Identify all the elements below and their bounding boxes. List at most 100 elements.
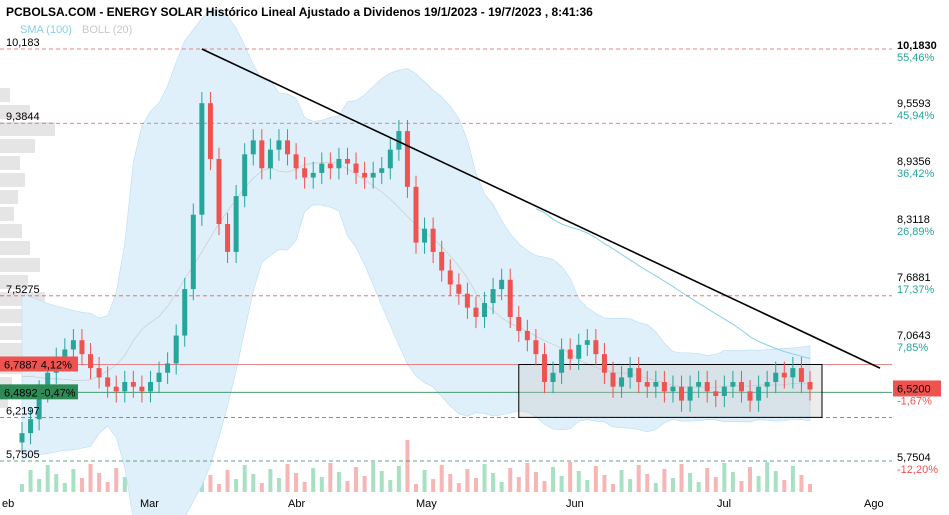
- profile-bar: [0, 190, 18, 204]
- candle-body: [584, 340, 590, 345]
- y-tick-pct: 36,42%: [897, 168, 935, 180]
- volume-bar: [414, 484, 418, 492]
- volume-bar: [302, 482, 307, 492]
- candle-body: [267, 149, 273, 169]
- volume-bar: [294, 473, 299, 492]
- candle-body: [293, 154, 299, 169]
- candle-body: [593, 340, 599, 355]
- candlesticks: [19, 92, 813, 454]
- candle-body: [96, 368, 102, 378]
- volume-bar: [465, 469, 470, 492]
- candle-body: [661, 382, 667, 392]
- volume-bar: [611, 484, 615, 492]
- volume-bar: [542, 481, 547, 492]
- candle-body: [430, 228, 436, 252]
- x-tick-label: Jun: [566, 498, 584, 510]
- y-tick-label: 7,0643: [897, 330, 931, 342]
- volume-bar: [234, 479, 239, 492]
- y-tick-label: 5,7504: [897, 452, 931, 464]
- volume-bar: [782, 480, 787, 492]
- volume-bar: [62, 483, 67, 492]
- volume-bar: [593, 466, 598, 492]
- volume-bar: [482, 464, 487, 492]
- y-tick-label: 8,3118: [897, 214, 930, 226]
- volume-bar: [371, 462, 376, 492]
- y-tick-label: 6,5200: [897, 383, 931, 395]
- candle-body: [319, 163, 325, 173]
- candle-body: [353, 163, 359, 173]
- volume-bar: [217, 484, 221, 492]
- candle-body: [113, 386, 119, 392]
- candle-body: [276, 140, 282, 150]
- y-tick-pct: 26,89%: [897, 226, 935, 238]
- candle-body: [62, 349, 68, 359]
- volume-bar: [251, 474, 256, 492]
- candle-body: [601, 354, 607, 373]
- volume-bar: [688, 473, 693, 492]
- candle-body: [619, 377, 625, 387]
- candle-body: [122, 382, 128, 392]
- volume-bar: [345, 481, 350, 492]
- candle-body: [79, 340, 85, 355]
- volume-bar: [276, 478, 281, 492]
- volume-bar: [559, 476, 564, 492]
- volume-bar: [37, 479, 42, 492]
- left-level-label: 6,2197: [6, 405, 40, 417]
- volume-bar: [799, 475, 804, 492]
- candle-body: [679, 386, 685, 401]
- candle-body: [756, 386, 762, 401]
- y-tick-pct: -1,67%: [897, 395, 932, 407]
- level-lines: [0, 48, 892, 462]
- volume-bar: [242, 465, 247, 492]
- y-tick-pct: -12,20%: [897, 464, 938, 476]
- candle-body: [567, 349, 573, 359]
- candle-body: [790, 368, 796, 378]
- volume-bar: [431, 479, 436, 492]
- volume-bar: [311, 468, 316, 492]
- sma-legend: SMA (100): [20, 24, 72, 36]
- volume-bar: [491, 473, 496, 492]
- candle-body: [447, 270, 453, 285]
- candle-body: [559, 349, 565, 373]
- volume-bar: [319, 477, 324, 492]
- candle-body: [370, 172, 376, 178]
- candle-body: [379, 168, 385, 173]
- candle-body: [362, 172, 368, 178]
- volume-bar: [619, 470, 624, 492]
- x-tick-label: May: [416, 498, 437, 510]
- y-tick-pct: 17,37%: [897, 284, 935, 296]
- left-level-label: 7,5275: [6, 284, 40, 296]
- candle-body: [130, 382, 136, 387]
- profile-bar: [0, 224, 22, 238]
- x-tick-label: Jul: [717, 498, 731, 510]
- candle-body: [456, 284, 462, 294]
- volume-bar: [705, 468, 710, 492]
- volume-bar: [388, 480, 393, 492]
- volume-bar: [568, 462, 573, 492]
- profile-bar: [0, 275, 28, 289]
- volume-bar: [713, 477, 718, 492]
- candle-body: [636, 368, 642, 383]
- volume-bar: [328, 463, 333, 492]
- x-tick-label: Ago: [864, 498, 884, 510]
- candle-body: [464, 293, 470, 308]
- volume-bar: [285, 464, 290, 492]
- candle-body: [798, 368, 804, 383]
- volume-bar: [602, 475, 607, 492]
- volume-bar: [88, 464, 93, 492]
- candle-body: [550, 372, 556, 383]
- volume-bar: [71, 469, 76, 492]
- volume-bar: [105, 482, 110, 492]
- candle-body: [310, 172, 316, 178]
- volume-bar: [508, 468, 513, 492]
- candle-body: [259, 140, 265, 169]
- candle-body: [233, 196, 239, 252]
- candle-body: [696, 382, 702, 387]
- volume-bar: [379, 471, 384, 492]
- volume-bar: [739, 481, 744, 492]
- range-box: [518, 363, 823, 418]
- volume-bar: [662, 469, 667, 492]
- profile-bar: [0, 156, 20, 170]
- candle-body: [190, 214, 196, 290]
